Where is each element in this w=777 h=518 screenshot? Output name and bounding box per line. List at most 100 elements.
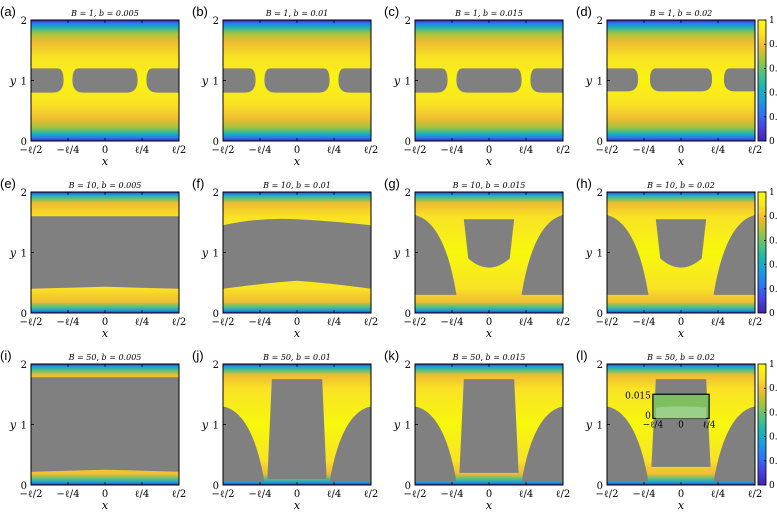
x-tick-label: ℓ/2	[364, 317, 379, 328]
panel-letter: (k)	[384, 348, 399, 363]
x-tick-label: ℓ/2	[172, 145, 187, 156]
colorbar-tick-label: 1	[769, 360, 775, 370]
panel-title: B = 50, b = 0.015	[452, 353, 526, 362]
colorbar-tick-label: 0.4	[769, 89, 777, 99]
y-tick-label: 1	[213, 77, 219, 88]
panel-i: −ℓ/2 −ℓ/4 0 ℓ/4 ℓ/2 0 1 2 x y B = 50, b = 0.005 (i)	[0, 348, 186, 512]
colorbar-tick-label: 1	[769, 16, 775, 26]
panel-title: B = 1, b = 0.02	[649, 9, 713, 18]
x-tick-label: ℓ/4	[519, 317, 534, 328]
x-tick-label: −ℓ/2	[404, 145, 427, 156]
colorbar-tick-label: 0.6	[769, 236, 777, 246]
panel-title: B = 50, b = 0.005	[68, 353, 142, 362]
colorbar-tick-label: 0.8	[769, 40, 777, 50]
y-tick-label: 1	[597, 421, 603, 432]
void-drop-2	[530, 68, 563, 93]
panel-title: B = 10, b = 0.01	[262, 181, 331, 190]
x-tick-label: ℓ/4	[519, 145, 534, 156]
y-tick-label: 0	[21, 137, 27, 148]
x-tick-label: ℓ/4	[327, 145, 342, 156]
panel-title: B = 10, b = 0.015	[452, 181, 526, 190]
x-axis-label: x	[294, 499, 301, 512]
void-drop-0	[31, 68, 64, 93]
x-tick-label: 0	[102, 489, 108, 500]
y-tick-label: 2	[597, 360, 603, 371]
panel-letter: (h)	[576, 176, 592, 191]
y-axis-label: y	[585, 247, 593, 260]
panel-h: −ℓ/2 −ℓ/4 0 ℓ/4 ℓ/2 0 1 2 x y B = 10, b = 0.02 (h) 0…	[576, 176, 777, 340]
void-drop-1	[264, 68, 330, 93]
y-axis-label: y	[585, 75, 593, 88]
y-tick-label: 1	[21, 421, 27, 432]
x-tick-label: ℓ/4	[135, 317, 150, 328]
y-tick-label: 2	[213, 360, 219, 371]
x-tick-label: −ℓ/4	[441, 145, 464, 156]
panel-b: −ℓ/2 −ℓ/4 0 ℓ/4 ℓ/2 0 1 2 x y B = 1, b = 0.01 (b)	[192, 4, 378, 168]
panel-title: B = 1, b = 0.01	[265, 9, 329, 18]
void-drop-1	[72, 68, 138, 93]
x-tick-label: ℓ/4	[327, 489, 342, 500]
y-tick-label: 0	[405, 137, 411, 148]
y-tick-label: 1	[405, 421, 411, 432]
y-tick-label: 1	[21, 249, 27, 260]
x-tick-label: 0	[102, 145, 108, 156]
panel-letter: (j)	[192, 348, 204, 363]
void-lobe-left	[607, 214, 649, 295]
colorbar-tick-label: 0.8	[769, 212, 777, 222]
y-tick-label: 0	[405, 481, 411, 492]
void-region	[223, 379, 371, 482]
panel-c: −ℓ/2 −ℓ/4 0 ℓ/4 ℓ/2 0 1 2 x y B = 1, b = 0.015 (c)	[384, 4, 570, 168]
void-drop-2	[723, 68, 755, 92]
colorbar-bar	[757, 191, 767, 314]
x-tick-label: ℓ/2	[172, 317, 187, 328]
panel-title: B = 1, b = 0.015	[454, 9, 523, 18]
y-axis-label: y	[393, 247, 401, 260]
colorbar-tick-label: 0.4	[769, 433, 777, 443]
y-tick-label: 2	[405, 16, 411, 27]
x-axis-label: x	[678, 327, 685, 340]
void-region	[415, 68, 563, 93]
y-tick-label: 2	[405, 360, 411, 371]
x-tick-label: 0	[486, 317, 492, 328]
y-tick-label: 2	[405, 188, 411, 199]
y-tick-label: 0	[597, 137, 603, 148]
panel-letter: (d)	[576, 4, 592, 19]
colorbar-tick-label: 1	[769, 188, 775, 198]
x-tick-label: ℓ/2	[748, 317, 763, 328]
x-tick-label: −ℓ/2	[20, 317, 43, 328]
void-lobe-left	[607, 406, 649, 482]
y-axis-label: y	[201, 247, 209, 260]
void-drop-0	[607, 68, 639, 92]
x-tick-label: ℓ/2	[556, 317, 571, 328]
colorbar-tick-label: 0.2	[769, 285, 777, 295]
void-band	[31, 377, 179, 472]
inset-xtick: −ℓ/4	[643, 420, 664, 430]
x-tick-label: −ℓ/2	[596, 489, 619, 500]
x-tick-label: 0	[678, 489, 684, 500]
void-region	[31, 377, 179, 472]
y-tick-label: 1	[405, 249, 411, 260]
x-tick-label: −ℓ/4	[249, 489, 272, 500]
y-tick-label: 2	[21, 360, 27, 371]
void-lobe-right	[329, 406, 371, 482]
x-tick-label: −ℓ/2	[212, 317, 235, 328]
void-lobe-right	[521, 214, 563, 295]
panel-a: −ℓ/2 −ℓ/4 0 ℓ/4 ℓ/2 0 1 2 x y B = 1, b = 0.005 (a)	[0, 4, 187, 168]
x-tick-label: −ℓ/4	[57, 317, 80, 328]
x-tick-label: ℓ/2	[748, 489, 763, 500]
panel-title: B = 50, b = 0.02	[646, 353, 715, 362]
colorbar: 0 0.2 0.4 0.6 0.8 1	[757, 16, 777, 147]
x-axis-label: x	[102, 499, 109, 512]
y-axis-label: y	[201, 419, 209, 432]
inset-xtick: ℓ/4	[703, 420, 716, 430]
y-tick-label: 1	[405, 77, 411, 88]
void-region	[31, 68, 179, 93]
x-tick-label: −ℓ/2	[404, 489, 427, 500]
x-tick-label: −ℓ/4	[249, 145, 272, 156]
y-tick-label: 1	[213, 249, 219, 260]
colorbar-tick-label: 0.4	[769, 261, 777, 271]
x-tick-label: −ℓ/2	[596, 145, 619, 156]
panel-f: −ℓ/2 −ℓ/4 0 ℓ/4 ℓ/2 0 1 2 x y B = 10, b = 0.01 (f)	[192, 176, 378, 340]
